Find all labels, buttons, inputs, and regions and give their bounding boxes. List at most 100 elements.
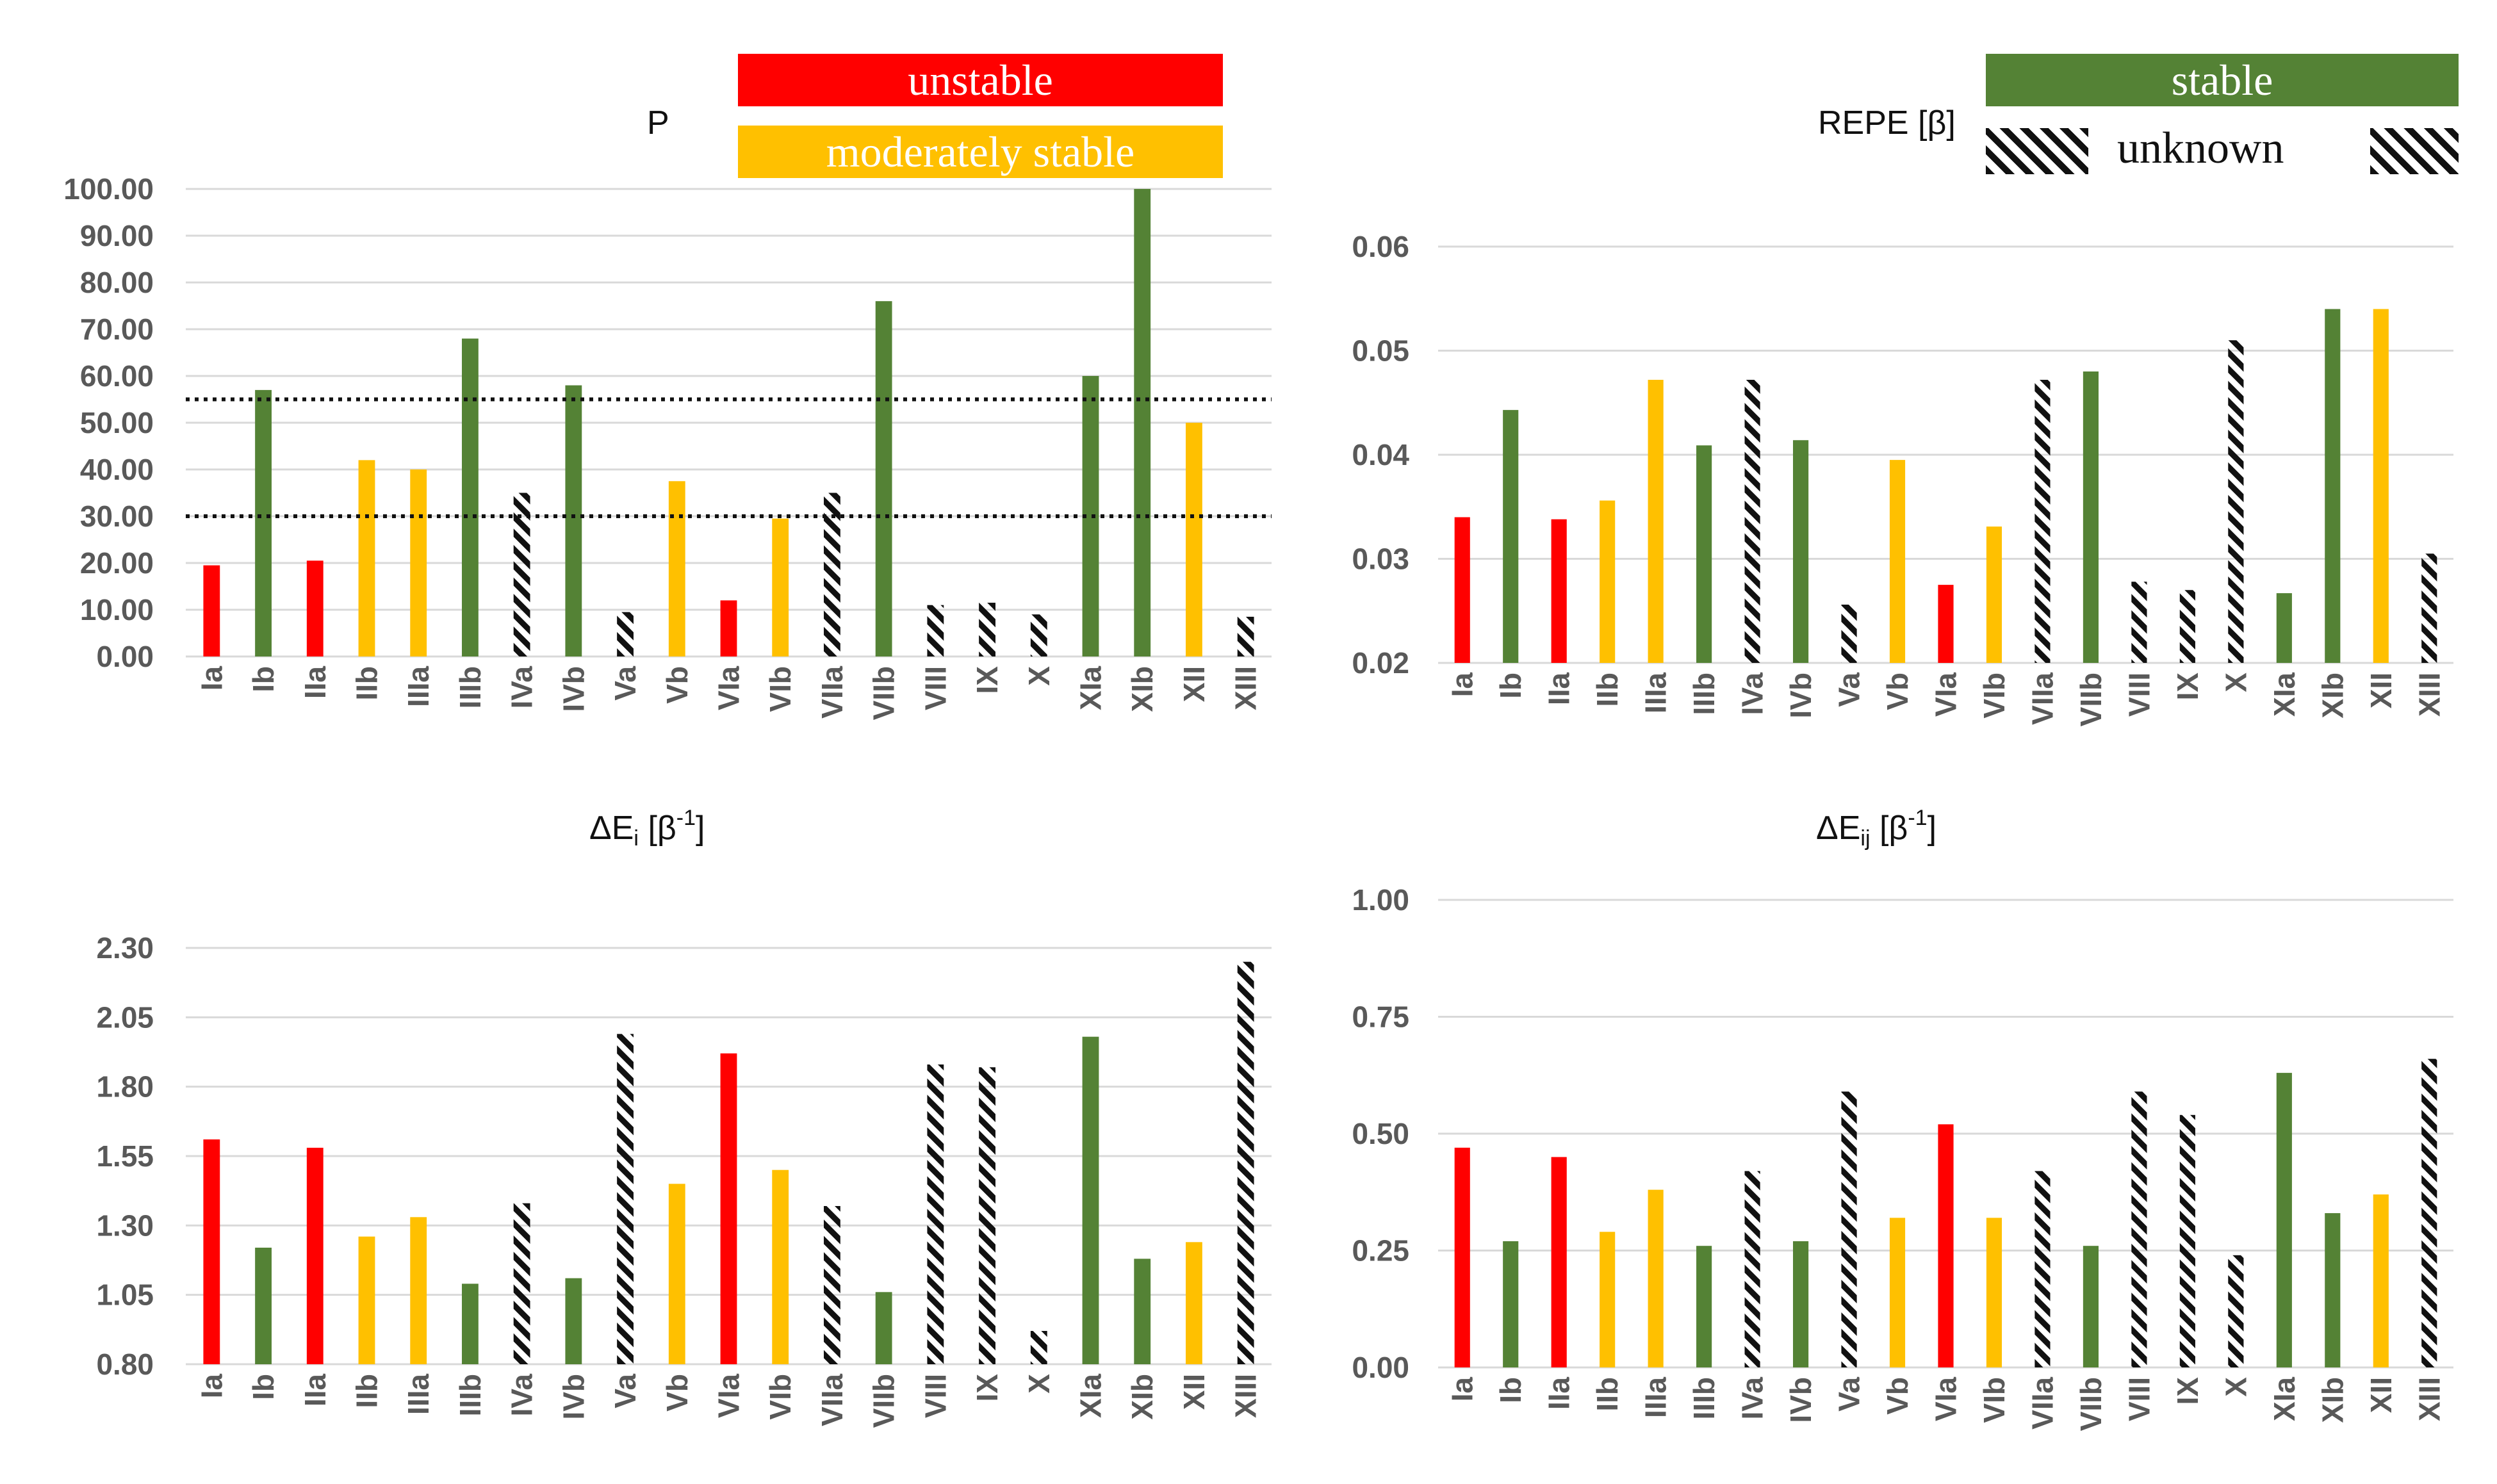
x-tick-label: XII (2364, 673, 2398, 708)
bar-VIIb (875, 301, 892, 656)
chart-title-deij: ΔEij [β-1] (1816, 806, 1936, 851)
x-tick-label: IVb (1784, 673, 1817, 719)
legend-unknown-hatch-left-icon (1986, 128, 2088, 174)
bar-VIb (1986, 1218, 2002, 1367)
bar-IVb (1792, 1241, 1809, 1367)
x-tick-label: IIb (1591, 673, 1624, 707)
y-tick-label: 0.02 (1352, 646, 1409, 680)
x-tick-label: VIb (764, 666, 797, 712)
x-tick-label: IVb (557, 666, 590, 712)
legend-unknown-hatch-right-icon (2370, 128, 2459, 174)
y-tick-label: 40.00 (80, 453, 154, 486)
bar-Ia (203, 565, 220, 656)
chart-title-repe-text: REPE [β] (1818, 104, 1956, 142)
y-tick-label: 0.75 (1352, 1000, 1409, 1034)
x-tick-label: Vb (1881, 1377, 1914, 1415)
chart-title-repe: REPE [β] (1818, 104, 1956, 142)
bar-XIb (2325, 309, 2341, 663)
bar-IIIa (1648, 1189, 1664, 1367)
x-tick-label: VIb (1977, 673, 2011, 719)
y-tick-label: 0.50 (1352, 1117, 1409, 1150)
y-tick-label: 70.00 (80, 313, 154, 346)
y-tick-label: 0.06 (1352, 230, 1409, 263)
bar-Ib (255, 1248, 272, 1364)
x-tick-label: IIIb (1687, 673, 1721, 715)
x-tick-label: VIa (1929, 673, 1963, 717)
bar-VIIb (2083, 371, 2099, 663)
bar-Ib (1503, 1241, 1519, 1367)
bar-IIb (358, 460, 375, 656)
chart-deij: 0.00 0.25 0.50 0.75 1.00 Ia Ib IIa IIb IIIa IIIb IV… (1352, 883, 2453, 1431)
x-tick-label: VIII (2122, 673, 2156, 717)
chart-title-deij-unit-close: ] (1927, 810, 1937, 847)
y-tick-label: 0.05 (1352, 334, 1409, 368)
chart-title-dei-base: ΔE (589, 810, 634, 847)
x-tick-label: Va (1833, 673, 1866, 707)
bar-IIa (1551, 1157, 1567, 1367)
bar-VIb (772, 1170, 789, 1364)
x-tick-label: XIb (1126, 666, 1159, 712)
x-tick-label: IVa (1736, 1377, 1769, 1420)
x-tick-label: XIII (2412, 1377, 2446, 1421)
legend-unstable-label: unstable (908, 56, 1053, 104)
bar-IVb (565, 1278, 582, 1364)
legend-stable: stable (1986, 54, 2459, 106)
chart-dei: 0.80 1.05 1.30 1.55 1.80 2.05 2.30 Ia Ib IIa IIb II… (96, 931, 1272, 1428)
bar-XIa (2276, 1073, 2292, 1367)
chart-title-dei-sub: i (634, 826, 639, 851)
bar-IIa (1551, 519, 1567, 663)
x-tick-label: Va (609, 666, 642, 701)
x-tick-label: IIa (1543, 673, 1576, 706)
y-tick-label: 1.05 (96, 1278, 154, 1312)
legend-unstable: unstable (738, 54, 1223, 106)
x-tick-label: VIIb (2074, 1377, 2108, 1431)
x-tick-label: VIIb (867, 1374, 901, 1428)
legend-unknown-label: unknown (2117, 124, 2284, 173)
x-tick-label: Va (1833, 1377, 1866, 1412)
bar-IIa (306, 1148, 323, 1364)
bar-Ia (1454, 1147, 1470, 1367)
bar-IIIa (410, 469, 427, 656)
bar-IIIb (1696, 445, 1712, 663)
x-tick-label: IIb (350, 1374, 384, 1408)
x-tick-label: Ib (247, 1374, 280, 1400)
bar-XIII (1237, 616, 1254, 656)
bar-VIIa (824, 1206, 840, 1364)
y-tick-label: 0.03 (1352, 542, 1409, 576)
chart-title-deij-sub: ij (1860, 826, 1871, 851)
legend-moderately-stable: moderately stable (738, 126, 1223, 178)
x-tick-label: IX (2171, 673, 2204, 701)
y-tick-label: 90.00 (80, 219, 154, 252)
x-tick-label: X (2219, 1377, 2252, 1397)
y-tick-label: 60.00 (80, 359, 154, 393)
bar-Ia (1454, 517, 1470, 663)
bar-X (2228, 340, 2244, 663)
bar-Ib (1503, 410, 1519, 663)
bar-VIa (720, 600, 737, 656)
y-tick-label: 80.00 (80, 266, 154, 299)
bar-VIa (1938, 1124, 1954, 1367)
bar-Va (617, 1034, 634, 1364)
bar-Vb (668, 481, 685, 656)
bar-IX (979, 603, 995, 656)
x-tick-label: XIa (1074, 1374, 1108, 1418)
x-tick-label: VIII (919, 1374, 952, 1418)
chart-title-deij-base: ΔE (1816, 810, 1861, 847)
bar-VIIa (824, 493, 840, 656)
x-tick-label: IIIb (454, 666, 487, 708)
x-tick-label: IIa (299, 1374, 332, 1407)
bar-XIII (2421, 1059, 2437, 1367)
bar-VIII (927, 605, 944, 656)
chart-title-p-text: P (647, 104, 669, 142)
x-tick-label: Ib (247, 666, 280, 692)
chart-title-dei-unit-open: [β (648, 810, 676, 847)
chart-repe: 0.02 0.03 0.04 0.05 0.06 Ia Ib IIa IIb IIIa IIIb IV… (1352, 230, 2453, 726)
x-tick-label: XIa (2268, 673, 2301, 717)
bar-IX (2179, 1114, 2195, 1367)
x-tick-label: IIb (350, 666, 384, 701)
chart-p: 0.00 10.00 20.00 30.00 40.00 50.00 60.00 70.00 8… (63, 172, 1272, 720)
chart-title-dei-unit-close: ] (696, 810, 705, 847)
legend-moderately-stable-label: moderately stable (826, 127, 1135, 176)
x-tick-label: XII (1177, 1374, 1211, 1410)
x-tick-label: IIb (1591, 1377, 1624, 1412)
